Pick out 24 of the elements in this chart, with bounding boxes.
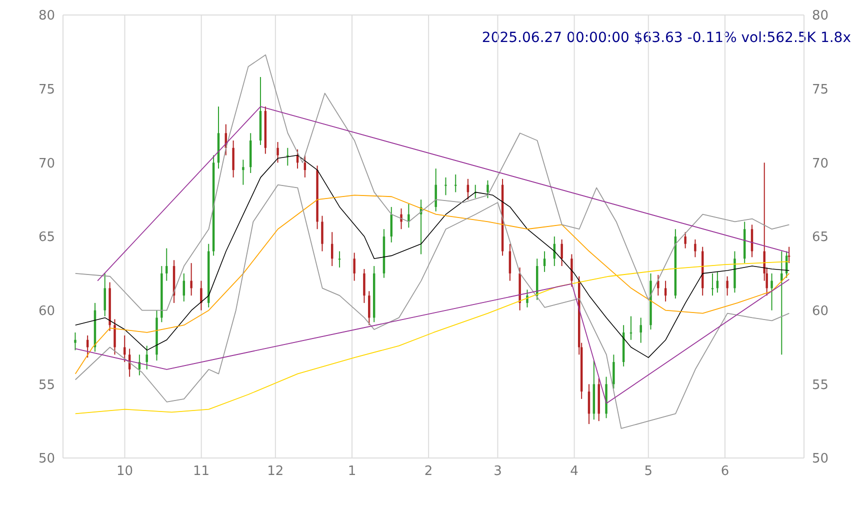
x-tick-label: 6 xyxy=(720,464,730,480)
y2-tick-label: 60 xyxy=(812,304,829,319)
y-tick-label: 55 xyxy=(38,378,55,393)
y2-tick-label: 70 xyxy=(812,156,829,172)
x-tick-label: 10 xyxy=(116,464,134,480)
y2-tick-label: 80 xyxy=(812,8,829,24)
text: 2025.06.27 00:00:00 $63.63 -0.11% vol:562.5K 1.8x xyxy=(482,30,851,46)
y-tick-label: 50 xyxy=(38,452,55,467)
y-tick-label: 80 xyxy=(38,8,55,24)
x-tick-label: 3 xyxy=(494,464,502,480)
x-tick-label: 11 xyxy=(193,464,210,480)
x-tick-label: 5 xyxy=(644,464,653,480)
x-tick-label: 12 xyxy=(267,464,284,480)
y-tick-label: 75 xyxy=(38,82,55,98)
y-tick-label: 70 xyxy=(38,156,55,172)
y-tick-label: 60 xyxy=(38,304,55,319)
y-tick-label: 65 xyxy=(38,230,55,246)
x-tick-label: 1 xyxy=(348,464,356,480)
y2-tick-label: 65 xyxy=(812,230,829,246)
y2-tick-label: 50 xyxy=(812,452,829,467)
y2-tick-label: 75 xyxy=(812,82,829,98)
x-tick-label: 2 xyxy=(424,464,433,480)
y2-tick-label: 55 xyxy=(812,378,829,393)
x-tick-label: 4 xyxy=(570,464,578,480)
